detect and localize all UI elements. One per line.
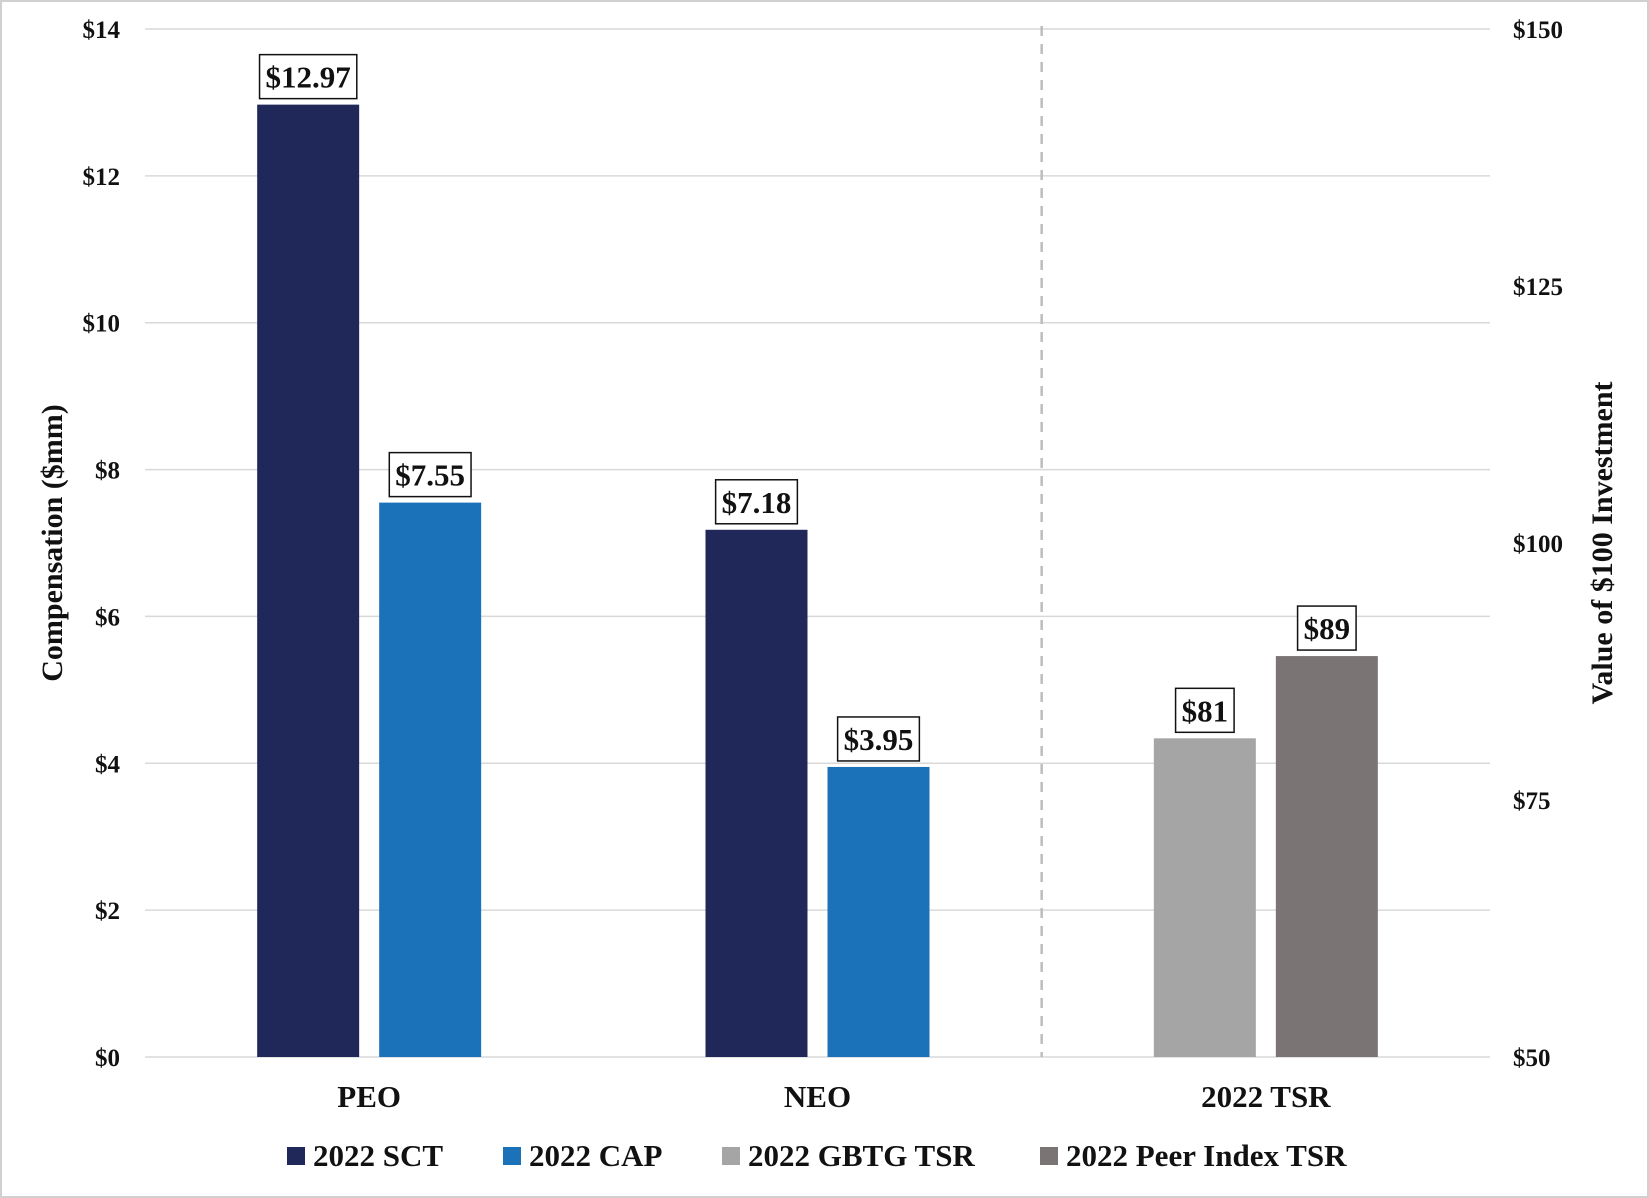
- data-label: $12.97: [266, 60, 351, 95]
- data-label-box: [1174, 687, 1235, 734]
- data-label: $7.55: [395, 458, 465, 493]
- data-label-box: [388, 451, 472, 498]
- data-label-box: [836, 716, 921, 762]
- left-tick-label: $8: [95, 458, 120, 485]
- gridlines: [145, 28, 1490, 1058]
- legend-label: 2022 SCT: [313, 1138, 443, 1173]
- data-label-box: [1296, 605, 1357, 651]
- legend-label: 2022 Peer Index TSR: [1066, 1138, 1347, 1173]
- legend-swatch: [1040, 1147, 1058, 1165]
- data-label-box: [714, 479, 799, 525]
- category-labels: PEO NEO 2022 TSR: [337, 1079, 1331, 1114]
- right-tick-label: $125: [1513, 274, 1563, 301]
- data-label: $7.18: [722, 485, 792, 520]
- bar-2022-cap: [827, 766, 930, 1057]
- left-tick-label: $0: [95, 1045, 120, 1072]
- left-tick-label: $6: [95, 604, 120, 631]
- right-axis-ticks: $50 $75 $100 $125 $150: [1513, 17, 1563, 1072]
- data-label-box: [258, 53, 358, 100]
- data-label: $81: [1182, 693, 1229, 728]
- left-tick-label: $14: [83, 17, 121, 44]
- legend-label: 2022 GBTG TSR: [748, 1138, 975, 1173]
- legend-swatch: [503, 1147, 521, 1165]
- bars: [257, 104, 1378, 1058]
- right-tick-label: $50: [1513, 1045, 1551, 1072]
- bar-2022-sct: [257, 104, 360, 1058]
- data-label: $3.95: [844, 722, 914, 757]
- left-tick-label: $12: [83, 164, 121, 191]
- category-label: NEO: [784, 1079, 851, 1114]
- legend-label: 2022 CAP: [529, 1138, 663, 1173]
- left-axis-title: Compensation ($mm): [36, 404, 69, 682]
- legend-swatch: [722, 1147, 740, 1165]
- left-tick-label: $10: [83, 311, 121, 338]
- bar-2022-cap: [379, 502, 482, 1058]
- right-axis-title: Value of $100 Investment: [1586, 381, 1619, 704]
- bar-2022-sct: [705, 529, 808, 1057]
- right-tick-label: $100: [1513, 531, 1563, 558]
- right-tick-label: $75: [1513, 788, 1551, 815]
- left-tick-label: $4: [95, 751, 121, 778]
- left-tick-label: $2: [95, 898, 120, 925]
- bar-2022-gbtg-tsr: [1153, 738, 1256, 1057]
- legend: 2022 SCT 2022 CAP 2022 GBTG TSR 2022 Peer I…: [287, 1138, 1347, 1173]
- left-axis-ticks: $0 $2 $4 $6 $8 $10 $12 $14: [83, 17, 121, 1072]
- right-tick-label: $150: [1513, 17, 1563, 44]
- data-labels: $12.97 $7.55 $7.18 $3.95 $81 $89: [258, 53, 1357, 762]
- category-label: PEO: [337, 1079, 401, 1114]
- data-label: $89: [1304, 611, 1351, 646]
- legend-swatch: [287, 1147, 305, 1165]
- bar-2022-peer-index-tsr: [1275, 656, 1378, 1057]
- category-label: 2022 TSR: [1201, 1079, 1331, 1114]
